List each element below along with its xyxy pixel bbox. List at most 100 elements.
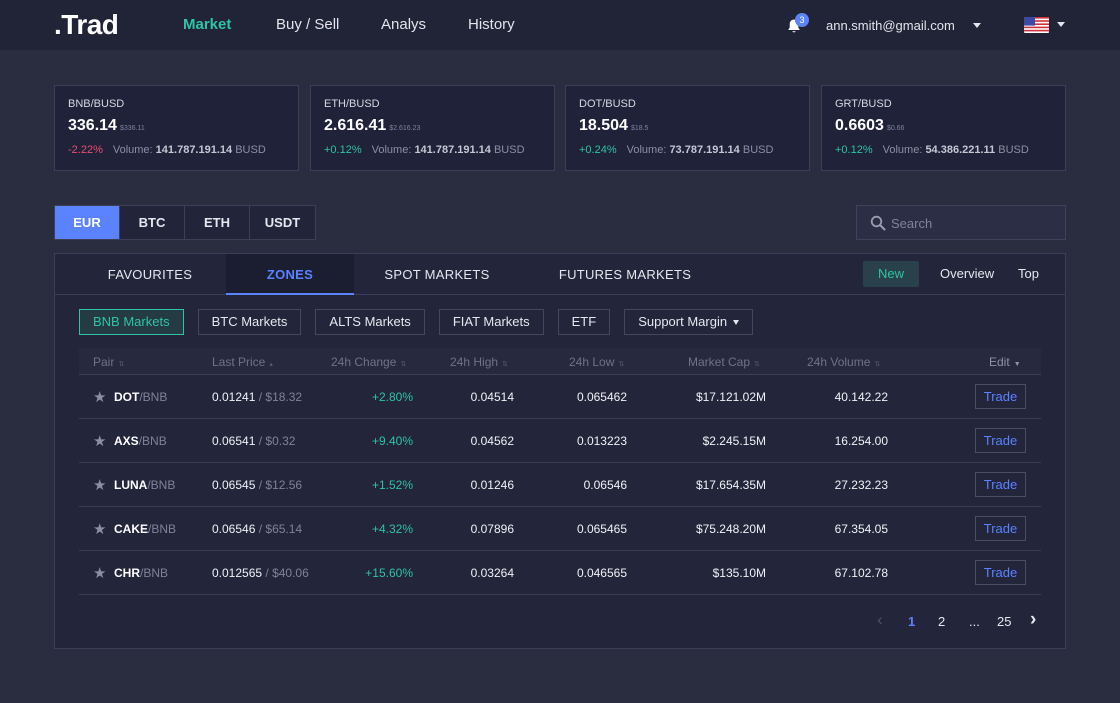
notification-count-badge: 3 [795, 13, 809, 27]
pair-cell: DOT/BNB [114, 390, 168, 404]
pagination-page-1[interactable]: 1 [908, 614, 916, 629]
filter-btc-markets[interactable]: BTC Markets [197, 309, 302, 335]
low-cell: 0.046565 [576, 566, 627, 580]
ticker-card-bnb[interactable]: BNB/BUSD 336.14 $336.11 -2.22% Volume: 141… [54, 85, 299, 171]
col-pair[interactable]: Pair ⇅ [93, 355, 125, 369]
ticker-card-grt[interactable]: GRT/BUSD 0.6603 $0.66 +0.12% Volume: 54.38… [821, 85, 1066, 171]
last-price-cell: 0.06546 / $65.14 [212, 522, 303, 536]
col-edit[interactable]: Edit ▼ [989, 355, 1021, 369]
low-cell: 0.065465 [576, 522, 627, 536]
currency-tabs: EUR BTC ETH USDT [54, 205, 316, 240]
search-input[interactable] [891, 214, 1051, 232]
last-price-cell: 0.06545 / $12.56 [212, 478, 303, 492]
ticker-pair: DOT/BUSD [579, 98, 636, 110]
ticker-change: +0.12% [835, 144, 873, 156]
tab-favourites[interactable]: FAVOURITES [107, 267, 193, 282]
last-price-cell: 0.01241 / $18.32 [212, 390, 303, 404]
search-box [856, 205, 1066, 240]
col-last-price[interactable]: Last Price ▴ [212, 355, 273, 369]
chevron-down-icon[interactable] [973, 23, 981, 28]
currency-tab-eur[interactable]: EUR [55, 206, 120, 239]
us-flag-icon[interactable] [1024, 17, 1049, 33]
user-account-menu[interactable]: ann.smith@gmail.com [826, 18, 955, 33]
change-cell: +2.80% [371, 390, 413, 404]
pagination-prev-icon[interactable]: ‹ [877, 610, 883, 629]
volume-cell: 67.354.05 [834, 522, 888, 536]
market-cap-cell: $17.121.02M [695, 390, 766, 404]
col-market-cap[interactable]: Market Cap ⇅ [688, 355, 760, 369]
language-chevron-down-icon[interactable] [1057, 22, 1065, 27]
ticker-card-dot[interactable]: DOT/BUSD 18.504 $18.5 +0.24% Volume: 73.78… [565, 85, 810, 171]
last-price-cell: 0.06541 / $0.32 [212, 434, 296, 448]
table-row[interactable]: ★ LUNA/BNB 0.06545 / $12.56 +1.52% 0.012… [79, 463, 1041, 507]
search-icon [870, 215, 886, 231]
ticker-change: +0.12% [324, 144, 362, 156]
change-cell: +15.60% [365, 566, 413, 580]
col-24h-high[interactable]: 24h High ⇅ [450, 355, 508, 369]
last-price-cell: 0.012565 / $40.06 [212, 566, 309, 580]
chevron-down-icon [733, 320, 740, 326]
tab-spot-markets[interactable]: SPOT MARKETS [384, 267, 490, 282]
col-24h-low[interactable]: 24h Low ⇅ [569, 355, 625, 369]
nav-analys[interactable]: Analys [381, 16, 427, 33]
star-favourite-icon[interactable]: ★ [93, 477, 107, 494]
ticker-pair: ETH/BUSD [324, 98, 380, 110]
pagination-ellipsis: ... [969, 614, 980, 629]
ticker-price: 0.6603 $0.66 [835, 117, 905, 134]
trade-button[interactable]: Trade [975, 560, 1026, 585]
low-cell: 0.06546 [583, 478, 627, 492]
currency-tab-usdt[interactable]: USDT [250, 206, 315, 239]
ticker-pair: GRT/BUSD [835, 98, 892, 110]
change-cell: +1.52% [371, 478, 413, 492]
ticker-price-usd: $18.5 [630, 125, 649, 132]
change-cell: +4.32% [371, 522, 413, 536]
ticker-price-usd: $2.616.23 [389, 125, 421, 132]
filter-bnb-markets[interactable]: BNB Markets [79, 309, 184, 335]
ticker-card-eth[interactable]: ETH/BUSD 2.616.41 $2.616.23 +0.12% Volume:… [310, 85, 555, 171]
trade-button[interactable]: Trade [975, 472, 1026, 497]
trade-button[interactable]: Trade [975, 384, 1026, 409]
star-favourite-icon[interactable]: ★ [93, 433, 107, 450]
nav-market[interactable]: Market [183, 16, 232, 33]
currency-tab-btc[interactable]: BTC [120, 206, 185, 239]
nav-buy-sell[interactable]: Buy / Sell [276, 16, 340, 33]
filter-etf[interactable]: ETF [557, 309, 611, 335]
star-favourite-icon[interactable]: ★ [93, 521, 107, 538]
pagination-page-25[interactable]: 25 [997, 614, 1012, 629]
market-cap-cell: $17.654.35M [695, 478, 766, 492]
filter-alts-markets[interactable]: ALTS Markets [315, 309, 425, 335]
currency-tab-eth[interactable]: ETH [185, 206, 250, 239]
tab-futures-markets[interactable]: FUTURES MARKETS [558, 267, 692, 282]
tab-zones[interactable]: ZONES [226, 254, 354, 295]
brand-logo[interactable]: .Trad [54, 9, 119, 40]
table-row[interactable]: ★ AXS/BNB 0.06541 / $0.32 +9.40% 0.04562… [79, 419, 1041, 463]
trade-button[interactable]: Trade [975, 428, 1026, 453]
high-cell: 0.04562 [470, 434, 514, 448]
filter-support-margin[interactable]: Support Margin [624, 309, 754, 335]
trade-button[interactable]: Trade [975, 516, 1026, 541]
pagination-page-2[interactable]: 2 [938, 614, 946, 629]
ticker-change: +0.24% [579, 144, 617, 156]
star-favourite-icon[interactable]: ★ [93, 389, 107, 406]
filter-fiat-markets[interactable]: FIAT Markets [438, 309, 544, 335]
table-row[interactable]: ★ CHR/BNB 0.012565 / $40.06 +15.60% 0.03… [79, 551, 1041, 595]
high-cell: 0.03264 [470, 566, 514, 580]
tab-new[interactable]: New [863, 261, 919, 287]
col-24h-change[interactable]: 24h Change ⇅ [331, 355, 407, 369]
pair-cell: LUNA/BNB [114, 478, 176, 492]
col-24h-volume[interactable]: 24h Volume ⇅ [807, 355, 881, 369]
nav-history[interactable]: History [468, 16, 515, 33]
ticker-price: 336.14 $336.11 [68, 117, 145, 134]
volume-cell: 27.232.23 [834, 478, 888, 492]
table-row[interactable]: ★ CAKE/BNB 0.06546 / $65.14 +4.32% 0.078… [79, 507, 1041, 551]
star-favourite-icon[interactable]: ★ [93, 565, 107, 582]
table-row[interactable]: ★ DOT/BNB 0.01241 / $18.32 +2.80% 0.0451… [79, 375, 1041, 419]
market-filters: BNB Markets BTC Markets ALTS Markets FIA… [79, 309, 767, 335]
volume-cell: 16.254.00 [834, 434, 888, 448]
tab-overview[interactable]: Overview [940, 266, 995, 281]
tab-top[interactable]: Top [1018, 266, 1039, 281]
market-cap-cell: $2.245.15M [702, 434, 766, 448]
ticker-price: 2.616.41 $2.616.23 [324, 117, 421, 134]
market-cap-cell: $75.248.20M [695, 522, 766, 536]
pagination-next-icon[interactable]: › [1030, 609, 1037, 630]
